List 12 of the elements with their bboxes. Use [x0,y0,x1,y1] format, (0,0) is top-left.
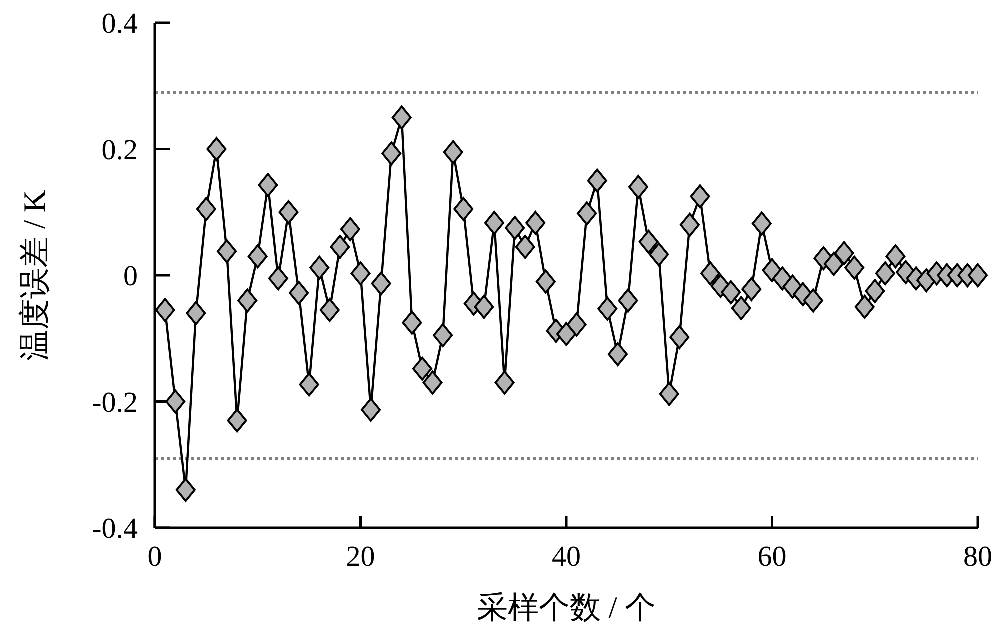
y-tick-label: 0 [124,260,138,292]
x-tick-label: 20 [346,541,376,573]
y-axis-title: 温度误差 / K [17,190,52,361]
x-tick-label: 0 [148,541,162,573]
y-tick-label: -0.4 [92,513,138,545]
y-tick-label: 0.4 [102,8,138,40]
x-tick-label: 60 [758,541,787,573]
x-axis-title: 采样个数 / 个 [476,590,656,625]
x-tick-label: 40 [552,541,581,573]
x-tick-label: 80 [964,541,992,573]
y-tick-label: 0.2 [102,134,138,166]
y-tick-label: -0.2 [92,386,138,419]
